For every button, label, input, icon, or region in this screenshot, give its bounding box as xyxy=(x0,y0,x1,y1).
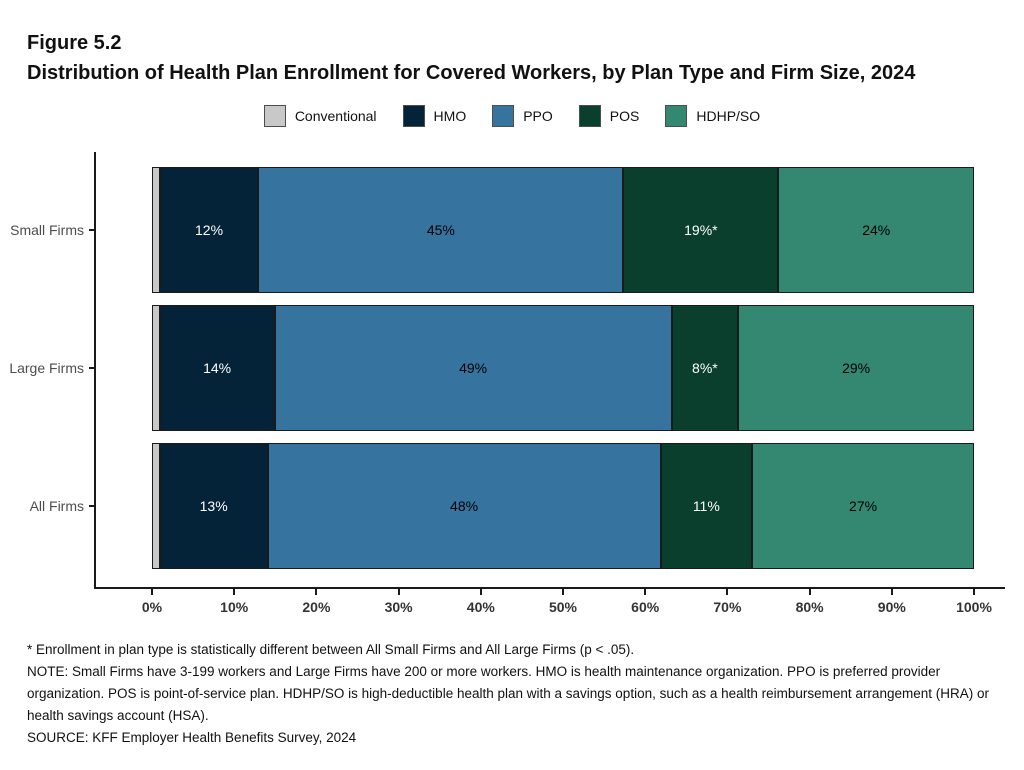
bars-track: 12% 45% 19%* 24% 14% 49% 8%* 29% 13% 48% 11% 27% xyxy=(152,167,975,569)
bar-segment-label: 27% xyxy=(849,498,878,514)
x-axis-tick-label: 100% xyxy=(956,599,992,615)
x-tick xyxy=(562,589,564,595)
footnote-significance: * Enrollment in plan type is statistical… xyxy=(27,642,635,657)
legend-swatch xyxy=(263,105,286,127)
bar-segment-label: 14% xyxy=(203,360,232,376)
figure-title: Distribution of Health Plan Enrollment f… xyxy=(27,62,916,84)
bar-segment: 49% xyxy=(274,305,672,431)
bar-segment: 29% xyxy=(738,305,974,431)
bar-segment-label: 29% xyxy=(842,360,871,376)
bar-segment-label: 12% xyxy=(195,222,224,238)
bar-segment-label: 8%* xyxy=(692,360,718,376)
bar-segment: 13% xyxy=(159,443,268,569)
bar-segment: 24% xyxy=(778,167,974,293)
bar-segment-label: 24% xyxy=(862,222,891,238)
y-axis-label: Small Firms xyxy=(10,222,84,238)
x-axis-tick-label: 80% xyxy=(795,599,824,615)
y-axis-label: Large Firms xyxy=(9,360,84,376)
x-axis-tick-label: 40% xyxy=(466,599,495,615)
legend-label: PPO xyxy=(523,108,553,124)
footnote-note: NOTE: Small Firms have 3-199 workers and… xyxy=(27,664,989,723)
legend-item: PPO xyxy=(492,105,553,127)
legend-swatch xyxy=(665,105,688,127)
bar-segment-label: 48% xyxy=(450,498,479,514)
x-axis-tick-label: 50% xyxy=(548,599,578,615)
bar-segment: 45% xyxy=(258,167,624,293)
legend-item: HMO xyxy=(402,105,467,127)
bar-segment-label: 45% xyxy=(426,222,455,238)
bar-segment: 48% xyxy=(267,443,661,569)
bar-segment xyxy=(152,305,160,431)
legend-item: HDHP/SO xyxy=(665,105,760,127)
bar-row: 13% 48% 11% 27% xyxy=(152,443,975,569)
x-axis-tick-label: 70% xyxy=(713,599,742,615)
bar-segment-label: 49% xyxy=(459,360,488,376)
x-axis-tick-label: 30% xyxy=(384,599,413,615)
x-axis-tick-label: 90% xyxy=(877,599,906,615)
x-axis-tick-label: 20% xyxy=(302,599,331,615)
legend-label: HMO xyxy=(433,108,467,124)
bar-segment-label: 13% xyxy=(199,498,228,514)
legend-swatch xyxy=(578,105,601,127)
bar-segment: 14% xyxy=(159,305,275,431)
bar-segment: 12% xyxy=(159,167,259,293)
x-axis-tick-label: 10% xyxy=(220,599,249,615)
bar-segment-label: 19%* xyxy=(684,222,718,238)
x-tick xyxy=(397,589,400,595)
bar-row: 12% 45% 19%* 24% xyxy=(152,167,974,293)
x-axis-tick-label: 0% xyxy=(141,599,163,615)
x-tick xyxy=(726,589,729,595)
chart-panel: 12% 45% 19%* 24% 14% 49% 8%* 29% 13% 48% 11% 27% 0%… xyxy=(9,152,1005,615)
bar-segment xyxy=(152,443,160,569)
legend-swatch xyxy=(492,105,515,127)
bar-segment: 19%* xyxy=(623,167,779,293)
legend: Conventional HMO PPO POS HDHP/SO xyxy=(0,104,1024,128)
legend-label: Conventional xyxy=(294,108,377,124)
legend-item: Conventional xyxy=(263,105,377,127)
y-tick xyxy=(89,505,96,507)
figure-label: Figure 5.2 xyxy=(27,32,122,54)
bar-segment xyxy=(152,167,160,293)
bar-segment: 27% xyxy=(752,443,975,569)
footnote-source: SOURCE: KFF Employer Health Benefits Sur… xyxy=(27,730,357,745)
legend-label: HDHP/SO xyxy=(696,108,761,124)
bar-row: 14% 49% 8%* 29% xyxy=(152,305,974,431)
x-axis: 0% 10% 20% 30% 40% 50% 60% 70% 80% 90% 100% xyxy=(142,587,992,631)
legend-item: POS xyxy=(578,105,640,127)
x-tick xyxy=(151,589,153,595)
x-tick xyxy=(890,589,893,595)
bar-segment-label: 11% xyxy=(692,498,720,514)
bar-segment: 8%* xyxy=(671,305,739,431)
legend-label: POS xyxy=(609,108,640,124)
y-tick xyxy=(89,367,96,369)
x-tick xyxy=(973,589,975,595)
y-tick xyxy=(89,229,96,231)
x-tick xyxy=(479,589,482,595)
title-block: Figure 5.2 Distribution of Health Plan E… xyxy=(0,0,1024,88)
x-tick xyxy=(808,589,811,595)
bar-segment: 11% xyxy=(660,443,753,569)
x-axis-tick-label: 60% xyxy=(631,599,660,615)
x-tick xyxy=(644,589,647,595)
legend-swatch xyxy=(402,105,425,127)
x-tick xyxy=(233,589,236,595)
y-axis-label: All Firms xyxy=(29,498,84,514)
footnotes: * Enrollment in plan type is statistical… xyxy=(27,639,992,749)
x-tick xyxy=(315,589,318,595)
